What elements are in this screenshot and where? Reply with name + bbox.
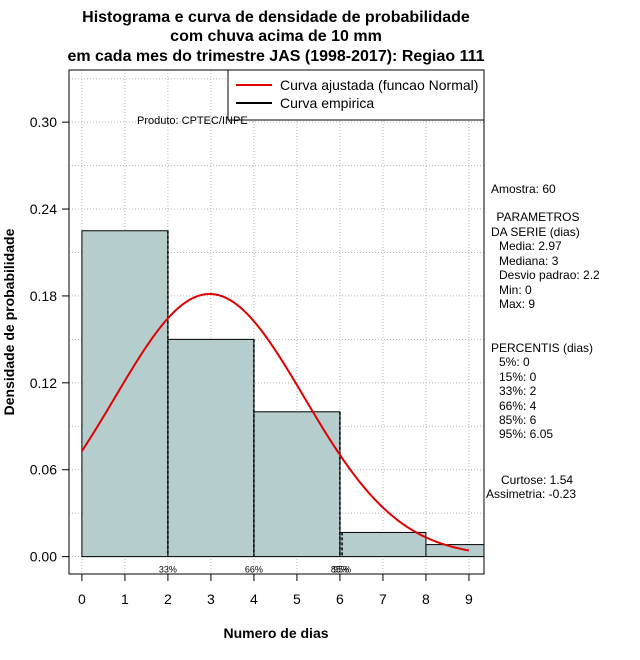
histogram-bar (339, 531, 427, 558)
stat-p15: 15%: 0 (499, 370, 537, 384)
normal-curve-line (81, 292, 470, 552)
histogram-bar (81, 230, 169, 558)
stat-p33: 33%: 2 (499, 384, 537, 398)
x-tick-label: 3 (207, 591, 215, 607)
stats-panel: Amostra: 60 PARAMETROS DA SERIE (dias) M… (486, 182, 600, 501)
pct-label-66: 66% (245, 565, 263, 575)
chart-title-line-3: em cada mes do trimestre JAS (1998-2017)… (67, 48, 484, 65)
chart-title-line-1: Histograma e curva de densidade de proba… (82, 9, 470, 26)
x-tick-label: 8 (422, 591, 430, 607)
stat-percentiles-heading: PERCENTIS (dias) (491, 341, 593, 355)
pct-label-33: 33% (159, 565, 177, 575)
y-tick-label: 0.00 (30, 549, 57, 565)
y-axis-label: Densidade de probabilidade (1, 228, 17, 415)
y-tick-label: 0.12 (30, 375, 57, 391)
x-tick-label: 1 (121, 591, 129, 607)
stat-params-heading: PARAMETROS (493, 210, 579, 224)
legend-box (227, 69, 485, 121)
x-tick-label: 7 (379, 591, 387, 607)
x-tick-label: 2 (164, 591, 172, 607)
histogram-bars (81, 230, 485, 558)
pct-label-85: 85% (331, 565, 349, 575)
stat-kurtosis: Curtose: 1.54 (501, 473, 573, 487)
pct-label-95: 95% (333, 565, 351, 575)
stat-mean: Media: 2.97 (499, 239, 562, 253)
x-tick-label: 0 (78, 591, 86, 607)
histogram-bar (425, 544, 485, 558)
x-tick-label: 6 (336, 591, 344, 607)
x-tick-label: 4 (250, 591, 258, 607)
stat-params-subheading: DA SERIE (dias) (491, 225, 580, 239)
x-axis-label: Numero de dias (223, 625, 328, 641)
stat-min: Min: 0 (499, 283, 532, 297)
chart-title-line-2: com chuva acima de 10 mm (170, 28, 382, 45)
legend-label-empirical: Curva empirica (280, 95, 374, 111)
legend-label-normal: Curva ajustada (funcao Normal) (280, 77, 478, 93)
x-tick-label: 5 (293, 591, 301, 607)
stat-stddev: Desvio padrao: 2.2 (499, 268, 600, 282)
histogram-bar (167, 338, 255, 558)
stat-max: Max: 9 (499, 297, 535, 311)
legend: Curva ajustada (funcao Normal) Curva emp… (227, 69, 485, 121)
x-tick-label: 9 (465, 591, 473, 607)
stat-skewness: Assimetria: -0.23 (486, 487, 576, 501)
stat-p85: 85%: 6 (499, 413, 537, 427)
y-tick-label: 0.24 (30, 201, 57, 217)
histogram-bar (253, 411, 341, 558)
stat-p66: 66%: 4 (499, 399, 537, 413)
y-tick-label: 0.06 (30, 462, 57, 478)
x-axis-ticks: 0 1 2 3 4 5 6 7 8 9 (78, 574, 473, 607)
credit-text: Produto: CPTEC/INPE (137, 115, 248, 127)
y-tick-label: 0.30 (30, 114, 57, 130)
stat-p95: 95%: 6.05 (499, 427, 553, 441)
percentile-lines: 33% 66% 85%95% (159, 230, 351, 575)
stat-sample: Amostra: 60 (491, 182, 556, 196)
stat-p5: 5%: 0 (499, 355, 530, 369)
y-axis-ticks: 0.00 0.06 0.12 0.18 0.24 0.30 (30, 114, 69, 565)
stat-median: Mediana: 3 (499, 254, 559, 268)
y-tick-label: 0.18 (30, 288, 57, 304)
